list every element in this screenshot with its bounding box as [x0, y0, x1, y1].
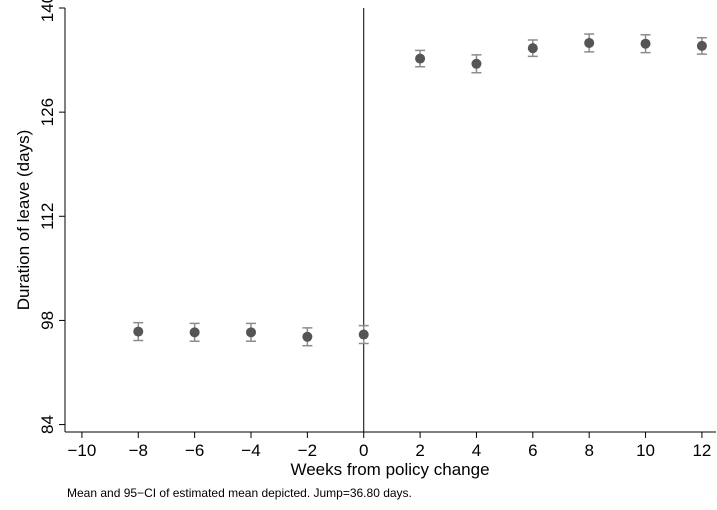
y-tick-label: 126	[38, 98, 57, 126]
x-tick-label: 0	[359, 441, 368, 460]
data-point	[696, 40, 707, 51]
y-tick-label: 98	[38, 311, 57, 330]
x-tick-label: −2	[298, 441, 317, 460]
x-tick-label: 6	[528, 441, 537, 460]
data-point	[527, 43, 538, 54]
axes: −10 −8 −6 −4 −2 0 2 4 6 8 10 12 84 98 112 126 140	[38, 0, 716, 460]
data-point	[584, 37, 595, 48]
data-point	[189, 327, 200, 338]
x-axis-title: Weeks from policy change	[290, 460, 489, 479]
data-point	[640, 38, 651, 49]
data-point	[415, 53, 426, 64]
data-point	[471, 58, 482, 69]
y-tick-label: 84	[38, 415, 57, 434]
y-tick-label: 112	[38, 203, 57, 230]
x-tick-label: −8	[129, 441, 148, 460]
x-tick-label: −4	[241, 441, 260, 460]
x-tick-label: 12	[692, 441, 711, 460]
chart-note: Mean and 95−CI of estimated mean depicte…	[67, 486, 412, 500]
x-tick-label: −6	[185, 441, 204, 460]
x-tick-label: 10	[636, 441, 655, 460]
y-axis-title: Duration of leave (days)	[14, 130, 33, 310]
x-tick-label: 4	[472, 441, 481, 460]
marks	[133, 33, 707, 347]
x-tick-label: 8	[584, 441, 593, 460]
data-point	[133, 326, 144, 337]
x-tick-label: −10	[67, 441, 96, 460]
x-tick-label: 2	[415, 441, 424, 460]
data-point	[302, 331, 313, 342]
data-point	[358, 329, 369, 340]
data-point	[246, 327, 256, 338]
y-tick-label: 140	[38, 0, 57, 22]
